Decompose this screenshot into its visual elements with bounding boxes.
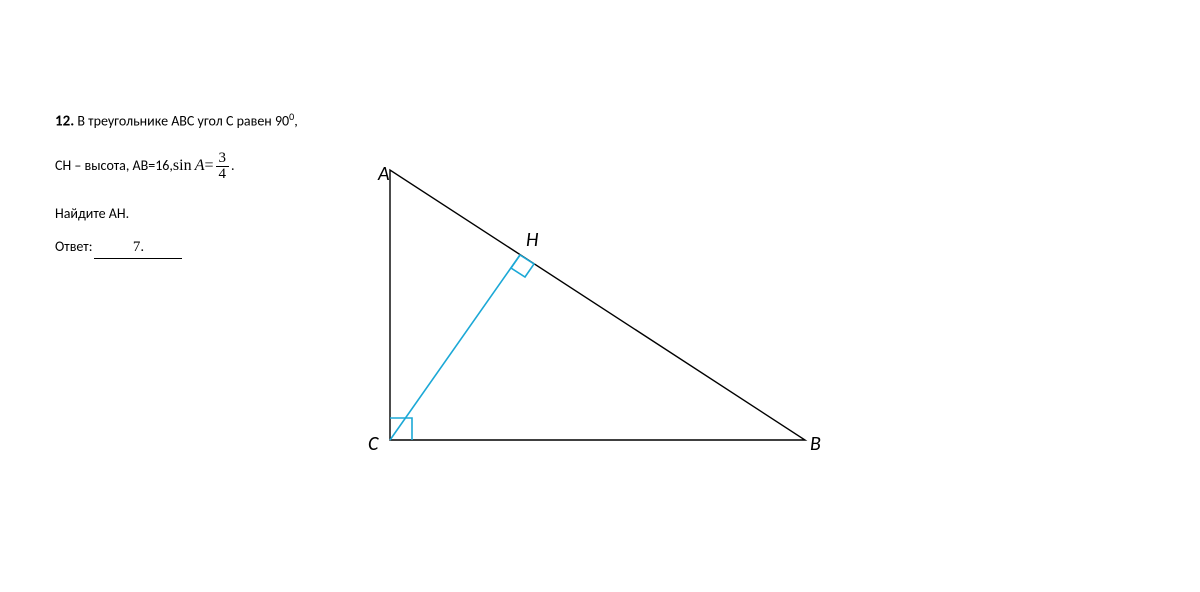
line2-tail: .	[231, 156, 235, 176]
answer-value: 7.	[94, 237, 182, 259]
vertex-label-A: A	[378, 162, 390, 186]
triangle-figure: A B C H	[360, 160, 840, 475]
sin-label: sin	[173, 155, 192, 177]
fraction-denominator: 4	[216, 167, 230, 182]
statement-part1: В треугольнике АВС угол С равен 90	[77, 113, 289, 130]
problem-line-1: 12. В треугольнике АВС угол С равен 900,	[55, 110, 355, 133]
answer-line: Ответ:7.	[55, 237, 355, 259]
find-line: Найдите АН.	[55, 204, 355, 224]
triangle-svg	[360, 160, 840, 470]
vertex-label-H: H	[526, 228, 538, 252]
problem-line-2: СН – высота, АВ=16, sin A = 3 4 .	[55, 151, 355, 182]
line2-prefix: СН – высота, АВ=16,	[55, 156, 173, 176]
sin-var: A	[195, 155, 205, 177]
equals: =	[205, 155, 214, 177]
vertex-label-C: C	[368, 432, 378, 456]
vertex-label-B: B	[810, 432, 821, 456]
problem-block: 12. В треугольнике АВС угол С равен 900,…	[55, 110, 355, 259]
fraction: 3 4	[216, 151, 230, 182]
problem-number: 12.	[55, 113, 74, 131]
answer-label: Ответ:	[55, 238, 92, 255]
fraction-numerator: 3	[216, 151, 230, 167]
statement-tail: ,	[294, 113, 298, 130]
